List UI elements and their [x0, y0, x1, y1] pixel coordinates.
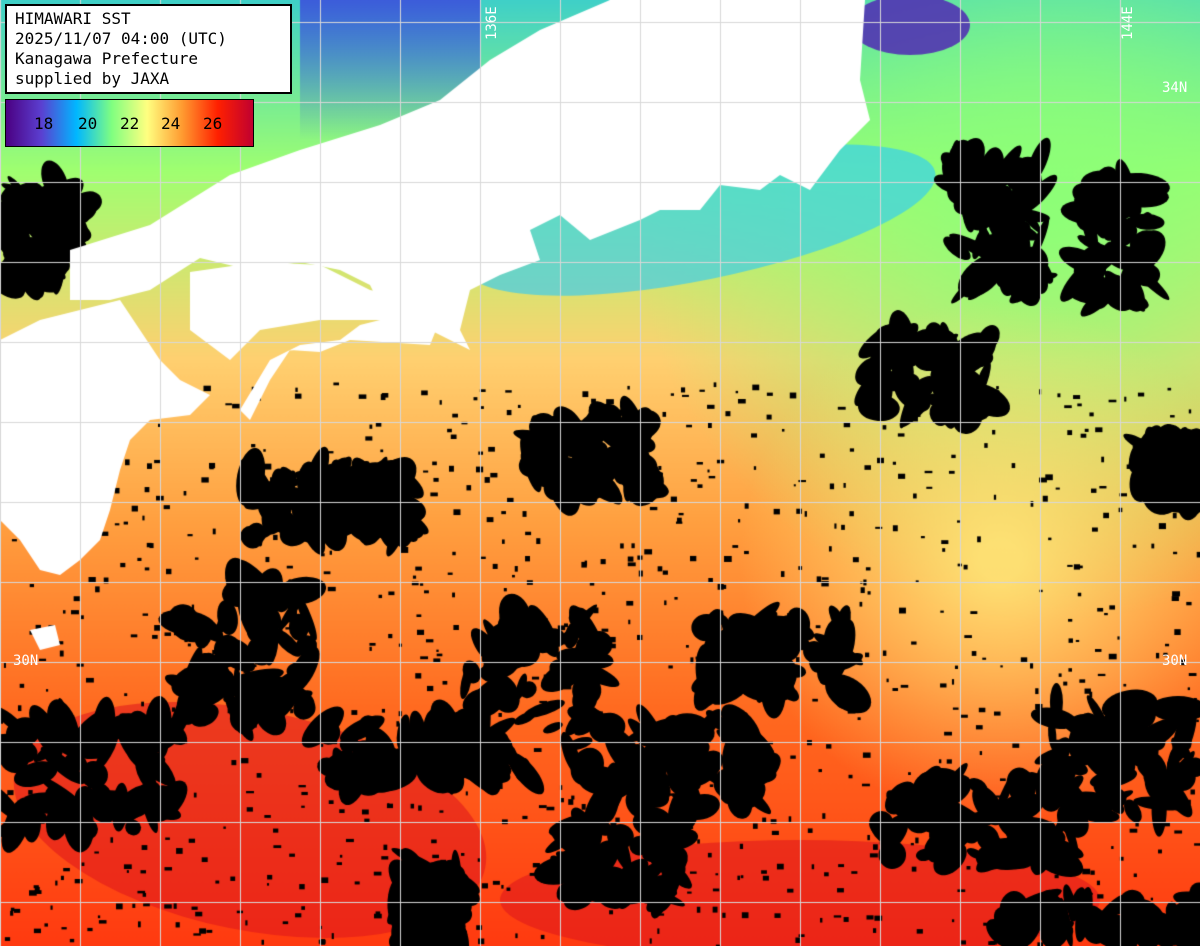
- scale-tick-22: 22: [120, 114, 140, 133]
- info-box: HIMAWARI SST 2025/11/07 04:00 (UTC) Kana…: [5, 4, 292, 94]
- lat-label-30n-right: 30N: [1162, 653, 1188, 669]
- map-datetime: 2025/11/07 04:00 (UTC): [15, 29, 227, 48]
- scale-tick-24: 24: [161, 114, 181, 133]
- lon-label-136e: 136E: [484, 6, 500, 40]
- map-credit: supplied by JAXA: [15, 69, 170, 88]
- map-region: Kanagawa Prefecture: [15, 49, 199, 68]
- scale-tick-20: 20: [78, 114, 98, 133]
- lat-label-34n: 34N: [1162, 80, 1188, 96]
- scale-tick-26: 26: [203, 114, 223, 133]
- lat-label-30n-left: 30N: [13, 653, 39, 669]
- map-title: HIMAWARI SST: [15, 9, 131, 28]
- lon-label-144e: 144E: [1120, 6, 1136, 40]
- scale-tick-18: 18: [34, 114, 54, 133]
- color-scale-bar: 18 20 22 24 26: [5, 99, 254, 147]
